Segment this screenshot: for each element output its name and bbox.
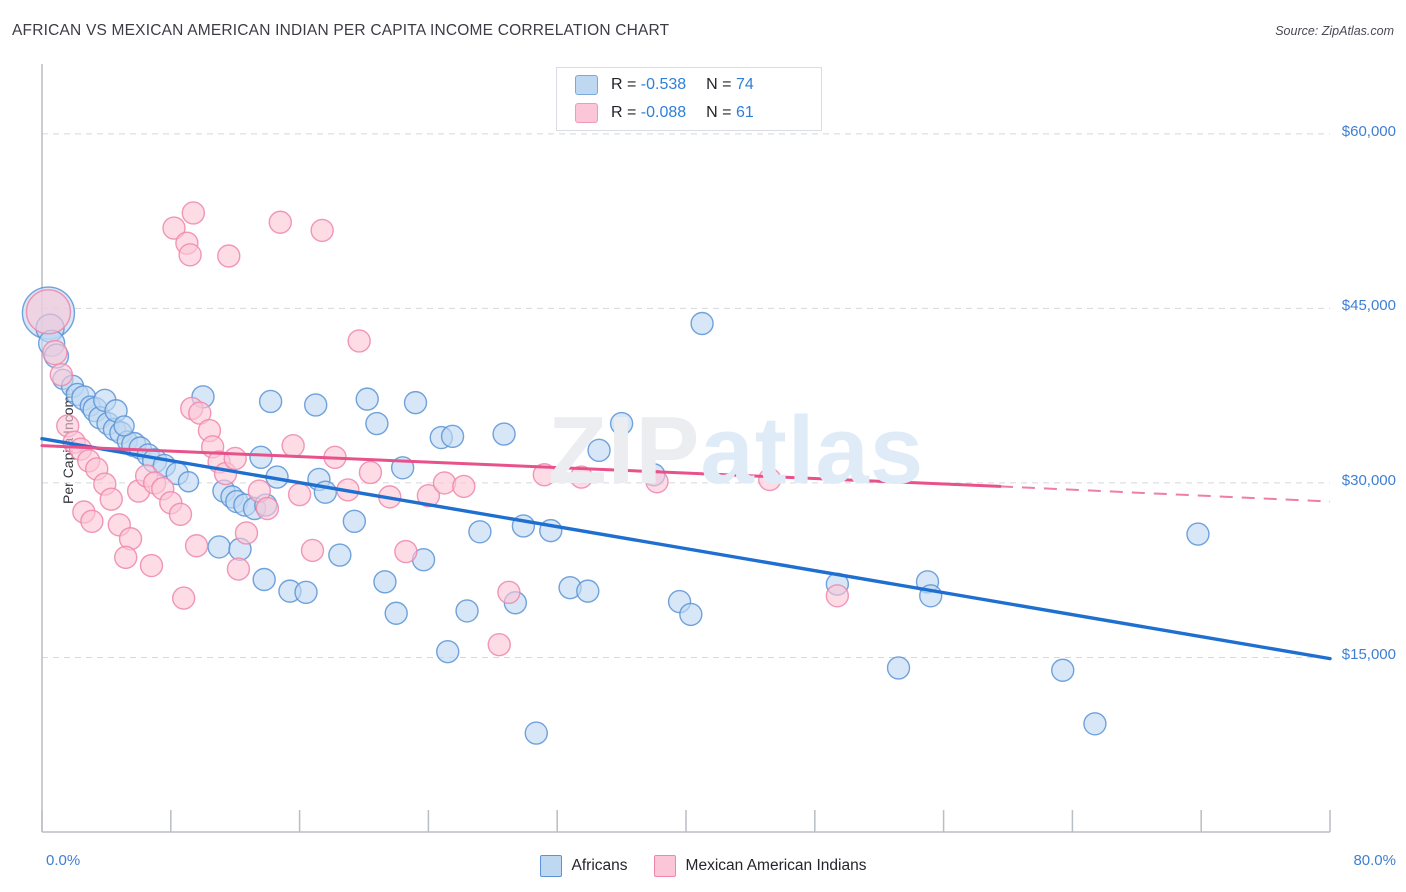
data-point-mexican-american-indians-34 [184, 534, 209, 558]
page-title: AFRICAN VS MEXICAN AMERICAN INDIAN PER C… [12, 22, 670, 39]
scatter-points-layer [21, 201, 1210, 745]
data-point-mexican-american-indians-55 [497, 580, 521, 604]
trend-lines-layer [40, 436, 1332, 661]
data-point-mexican-american-indians-19 [168, 502, 193, 527]
data-point-africans-46 [365, 411, 389, 436]
data-point-africans-55 [455, 599, 479, 623]
y-axis-label-3: $15,000 [1341, 646, 1396, 664]
data-point-mexican-american-indians-38 [255, 496, 280, 521]
series-legend-swatch-1 [653, 855, 676, 877]
data-point-mexican-american-indians-54 [487, 632, 511, 657]
data-point-africans-34 [249, 445, 273, 470]
data-point-africans-76 [1186, 522, 1210, 546]
series-legend-item-1[interactable]: Mexican American Indians [653, 855, 867, 877]
correlation-value-0: R = -0.538 [611, 76, 687, 93]
data-point-mexican-american-indians-20 [114, 545, 138, 570]
data-point-africans-65 [609, 411, 634, 436]
correlation-value-1: R = -0.088 [611, 104, 687, 121]
trend-line-extrapolated-mexican-american-indians [999, 485, 1331, 503]
sample-size-value-1: N = 61 [706, 104, 754, 121]
series-legend-item-0[interactable]: Africans [539, 855, 628, 877]
data-point-mexican-american-indians-51 [416, 484, 441, 508]
y-axis-label-2: $30,000 [1341, 471, 1396, 489]
sample-size-value-0: N = 74 [706, 76, 754, 93]
data-point-mexican-american-indians-59 [758, 467, 782, 492]
y-axis-label-1: $45,000 [1341, 297, 1396, 315]
series-legend: Africans Mexican American Indians [0, 850, 1406, 882]
series-legend-label-0: Africans [571, 857, 628, 874]
data-point-africans-48 [384, 601, 408, 625]
data-point-africans-43 [328, 543, 352, 567]
stats-legend: R = -0.538 N = 74 R = -0.088 N = 61 [556, 67, 822, 131]
data-point-africans-47 [373, 570, 397, 594]
plot-area [21, 64, 1332, 833]
data-point-mexican-american-indians-53 [452, 474, 476, 499]
data-point-mexican-american-indians-2 [49, 362, 74, 387]
data-point-mexican-american-indians-9 [99, 487, 123, 511]
data-point-africans-53 [440, 424, 465, 449]
data-point-mexican-american-indians-21 [139, 553, 164, 578]
data-point-africans-24 [113, 415, 135, 437]
data-point-mexican-american-indians-43 [300, 538, 325, 563]
data-point-mexican-american-indians-48 [358, 460, 383, 485]
stats-legend-row-0: R = -0.538 N = 74 [557, 71, 821, 99]
data-point-africans-45 [355, 387, 379, 411]
stats-legend-swatch-blue [575, 75, 598, 95]
data-point-africans-75 [1083, 712, 1107, 736]
data-point-mexican-american-indians-35 [171, 586, 196, 610]
data-point-africans-73 [886, 656, 911, 680]
data-point-mexican-american-indians-39 [226, 557, 251, 581]
series-legend-swatch-0 [539, 855, 562, 877]
data-point-mexican-american-indians-50 [394, 539, 418, 564]
data-point-mexican-american-indians-40 [268, 210, 292, 234]
data-point-mexican-american-indians-28 [178, 243, 202, 267]
data-point-mexican-american-indians-25 [162, 216, 186, 240]
chart-header: AFRICAN VS MEXICAN AMERICAN INDIAN PER C… [0, 0, 1406, 56]
data-point-mexican-american-indians-29 [217, 244, 241, 268]
data-point-africans-22 [177, 471, 200, 493]
data-point-africans-35 [258, 389, 283, 414]
data-point-mexican-american-indians-47 [347, 329, 371, 353]
data-point-mexican-american-indians-0 [25, 289, 72, 335]
trend-line-africans [40, 436, 1332, 661]
data-point-mexican-american-indians-11 [80, 509, 104, 534]
data-point-africans-38 [294, 580, 318, 604]
data-point-mexican-american-indians-57 [569, 465, 594, 489]
data-point-africans-64 [587, 438, 611, 463]
data-point-africans-54 [436, 639, 460, 664]
trend-line-mexican-american-indians [40, 444, 1002, 488]
data-point-africans-69 [690, 311, 714, 336]
source-label: Source: ZipAtlas.com [1275, 24, 1394, 38]
y-axis-label-0: $60,000 [1341, 122, 1396, 140]
grid-layer [41, 64, 1331, 833]
stats-legend-row-1: R = -0.088 N = 61 [557, 99, 821, 127]
stats-legend-swatch-pink [575, 103, 598, 123]
data-point-africans-74 [1051, 658, 1075, 682]
data-point-africans-39 [252, 567, 276, 592]
data-point-africans-56 [468, 520, 492, 544]
data-point-mexican-american-indians-56 [532, 463, 557, 487]
data-point-mexican-american-indians-60 [825, 584, 850, 608]
data-point-africans-60 [524, 721, 548, 745]
series-legend-label-1: Mexican American Indians [685, 857, 867, 874]
data-point-africans-57 [492, 422, 516, 446]
data-point-africans-50 [403, 390, 428, 415]
data-point-africans-40 [304, 393, 328, 417]
data-point-mexican-american-indians-27 [181, 201, 206, 225]
x-axis-min-label: 0.0% [46, 852, 81, 869]
data-point-mexican-american-indians-36 [234, 521, 259, 545]
data-point-mexican-american-indians-1 [42, 339, 68, 366]
data-point-africans-44 [342, 509, 367, 534]
data-point-africans-68 [679, 602, 703, 627]
data-point-mexican-american-indians-44 [310, 218, 334, 243]
data-point-africans-63 [576, 579, 600, 603]
x-axis-max-label: 80.0% [1353, 852, 1396, 869]
